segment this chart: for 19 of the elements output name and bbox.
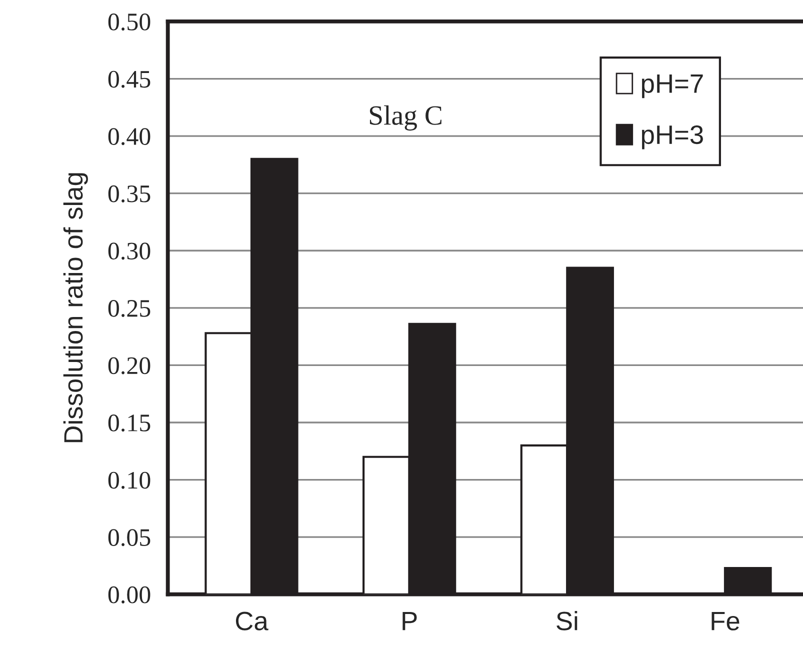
y-tick-label: 0.25 <box>108 300 150 317</box>
annotation: Slag C <box>370 105 442 131</box>
x-tick-label: Si <box>556 611 578 630</box>
x-tick-label: Fe <box>712 612 740 630</box>
y-tick-label: 0.20 <box>108 357 150 374</box>
y-tick-label: 0.40 <box>108 128 150 146</box>
y-tick-label: 0.45 <box>108 70 150 88</box>
legend-label: pH=3 <box>642 125 703 150</box>
y-tick-label: 0.00 <box>108 586 150 604</box>
y-tick-label: 0.15 <box>108 414 150 432</box>
y-tick-label: 0.10 <box>108 472 150 489</box>
y-tick-label: 0.30 <box>108 242 150 260</box>
x-tick-label: P <box>402 612 417 630</box>
y-tick-label: 0.05 <box>108 529 150 546</box>
legend-label: pH=7 <box>642 74 703 98</box>
y-axis-title: Dissolution ratio of slag <box>63 173 88 442</box>
x-tick-label: Ca <box>236 612 268 630</box>
y-tick-label: 0.50 <box>108 14 150 31</box>
y-tick-label: 0.35 <box>108 185 150 202</box>
